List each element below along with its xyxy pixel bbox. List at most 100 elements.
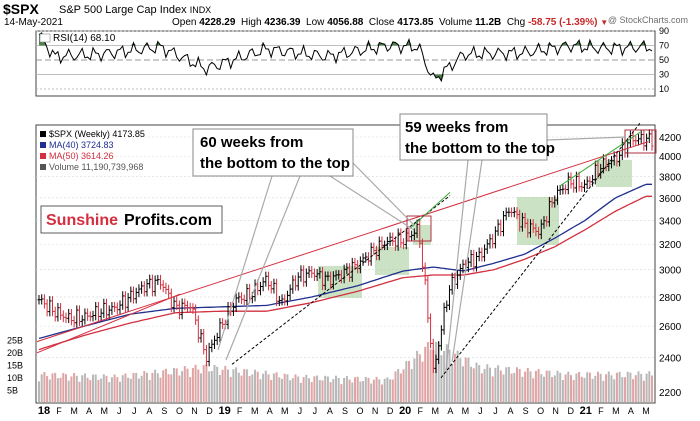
volume-bar [526,367,529,402]
price-tick-label: 4200 [659,133,682,144]
volume-bar [399,373,402,402]
volume-bar [597,371,599,402]
volume-bar [354,377,356,402]
volume-label: Volume [438,17,473,28]
volume-bar [572,380,575,402]
time-tick-label: 18 [38,405,50,417]
volume-bar [370,383,373,402]
callout-text-2-line2: the bottom to the top [405,140,555,157]
time-tick-label: J [478,406,483,416]
rsi-panel-frame [35,30,656,97]
rsi-legend-swatch [39,33,51,43]
legend-swatch [40,153,46,159]
open-value: 4228.29 [199,17,236,28]
volume-bar [310,382,313,402]
high-label: High [240,17,262,28]
volume-bar [121,375,124,402]
time-tick-label: M [612,406,620,416]
volume-bar [367,377,370,402]
time-tick-label: M [100,406,108,416]
volume-bar [70,376,73,402]
volume-bar [210,371,213,402]
chg-value: -58.75 (-1.39%) [527,17,598,28]
index-name: S&P 500 Large Cap Index [59,4,187,16]
volume-bar [270,380,273,402]
volume-bar [208,371,211,402]
top-marker-box-1 [406,215,432,242]
volume-bar [618,371,621,402]
volume-bar [413,358,416,402]
legend-entry: Volume 11,190,739,968 [49,162,143,172]
volume-bar [243,369,246,402]
brand-box [40,205,223,234]
volume-bar [364,376,367,402]
volume-bar [456,350,459,402]
volume-bar [194,364,197,402]
volume-bar [524,371,527,402]
time-tick-label: O [357,406,364,416]
volume-bar [191,368,194,402]
volume-bars [38,342,653,402]
volume-bar [521,376,524,402]
volume-bar [337,377,340,402]
volume-bar [507,366,510,402]
time-axis: 18 F M A M J J A S O N D 19 F M A M J J A S O N D 20 F M A M J J A S O N D 2… [38,405,650,417]
price-tick-label: 3400 [659,216,682,227]
brand-part2: Profits.com [124,212,212,229]
time-tick-label: M [281,406,289,416]
volume-bar [240,375,243,402]
brand-part1: Sunshine [46,212,118,229]
volume-bar [583,377,586,402]
price-tick-label: 4000 [659,152,682,163]
volume-bar [470,366,473,402]
volume-bar [559,372,562,402]
volume-bar [383,378,386,402]
volume-bar [335,375,337,402]
volume-bar [251,374,254,402]
volume-bar [232,369,235,402]
trendlines [36,122,657,379]
volume-bar [248,375,251,402]
volume-bar [81,375,84,402]
volume-bar [297,376,300,402]
volume-bar [51,373,54,402]
volume-bar [283,373,286,402]
time-tick-label: F [237,406,243,416]
volume-bar [553,375,556,402]
volume-bar [186,368,189,402]
volume-bar [578,372,581,402]
volume-bar [216,366,219,402]
volume-bar [86,377,89,402]
volume-bar [424,346,427,402]
volume-bar [291,378,294,402]
volume-bar [640,373,643,402]
volume-bar [43,372,46,402]
callout-box-2 [399,113,548,161]
stockcharts-watermark: @ StockCharts.com [607,15,688,25]
volume-bar [281,378,283,402]
volume-bar [397,368,400,402]
volume-bar [75,375,78,402]
volume-bar [235,367,238,402]
volume-bar [502,374,505,402]
legend-entry: $SPX (Weekly) 4173.85 [49,129,145,139]
volume-bar [421,361,424,402]
volume-value: 11.2B [475,17,502,28]
price-tick-label: 2600 [659,322,682,333]
volume-bar [532,378,535,402]
volume-bar [540,374,543,402]
volume-bar [537,369,540,402]
volume-bar [178,375,181,402]
volume-bar [302,377,305,402]
callout-pointer [546,136,627,141]
legend-swatch [40,164,46,170]
volume-bar [54,372,57,402]
price-bars [37,129,654,374]
volume-bar [602,380,605,402]
callout-pointer [445,159,469,371]
down-triangle-icon: ▼ [600,18,609,27]
volume-bar [59,377,62,402]
volume-bar [494,367,497,402]
